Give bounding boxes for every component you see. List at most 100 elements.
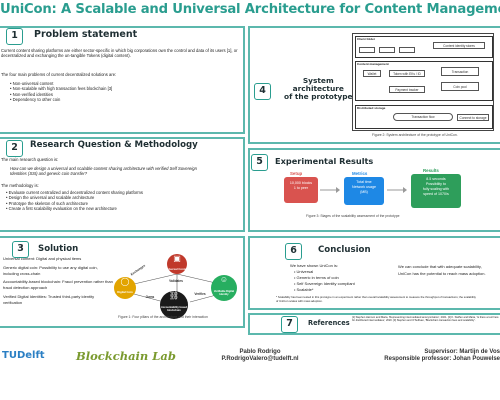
problem-item: Dependency to other coin bbox=[10, 97, 240, 102]
conclusion-right: We can conclude that with adequate scala… bbox=[398, 264, 486, 276]
figure3-caption: Figure 3: Stages of the scalability asse… bbox=[306, 214, 400, 218]
problem-item: Non-verified identities bbox=[10, 92, 240, 97]
results-line: fully scaling with bbox=[423, 187, 449, 191]
panel-solution bbox=[0, 236, 245, 328]
pillar-label: Accountability based blockchain bbox=[160, 306, 188, 312]
mini-box bbox=[359, 47, 375, 53]
references-text: [1] Stephen Harmon and Maria, 'Represent… bbox=[352, 316, 499, 323]
arrow-metrics-results bbox=[387, 187, 407, 193]
architecture-title-line: System bbox=[302, 76, 334, 85]
pillar-digital-coin: ◯ bbox=[114, 277, 136, 299]
panel-number-2: 2 bbox=[6, 140, 23, 157]
results-line: 8.5 seconds bbox=[426, 177, 446, 181]
client-folder-label: Client folder bbox=[357, 37, 376, 41]
problem-item: Non-scalable with high transaction fees … bbox=[10, 86, 240, 91]
panel-number-6: 6 bbox=[285, 243, 302, 260]
token-box: Token with EKs / ID bbox=[389, 70, 425, 77]
problem-subhead: The four main problems of current decent… bbox=[1, 72, 117, 77]
research-question: How can we design a universal and scalab… bbox=[10, 166, 197, 177]
cube-icon: ▣ bbox=[173, 254, 181, 263]
conclusion-intro: We have shown UniCon is: bbox=[290, 263, 338, 268]
professor-name: Responsible professor: Johan Pouwelse bbox=[384, 356, 500, 362]
pillar-universal-content: ▣ bbox=[167, 254, 187, 274]
content-identity-box: Content identity stores bbox=[433, 42, 485, 49]
solution-points: Universal content: Digital and physical … bbox=[3, 256, 113, 306]
panel-research-question bbox=[0, 137, 245, 232]
problem-intro: Current content sharing platforms are ei… bbox=[1, 48, 240, 59]
poster-title: UniCon: A Scalable and Universal Archite… bbox=[0, 2, 500, 17]
panel-title-architecture: System architecture of the prototype bbox=[284, 77, 353, 101]
metrics-line: Total time bbox=[356, 180, 372, 184]
pillar-label: Digital Coin bbox=[117, 290, 133, 294]
panel-number-5: 5 bbox=[251, 154, 268, 171]
tudelft-logo: TUDelft bbox=[2, 350, 45, 361]
author-name: Pablo Rodrigo bbox=[239, 349, 281, 355]
results-head: Results bbox=[423, 168, 439, 173]
setup-head: Setup bbox=[290, 171, 303, 176]
connect-storage-box: Connect to storage bbox=[457, 114, 489, 121]
results-line: speed of 1070/s bbox=[423, 192, 449, 196]
arrow-label-verifies: Verifies bbox=[194, 292, 206, 296]
panel-references bbox=[248, 313, 500, 335]
transaction-flow-box: Transaction flow bbox=[393, 113, 453, 121]
arrow-label-validates: Validates bbox=[169, 279, 183, 283]
panel-number-3: 3 bbox=[12, 241, 29, 258]
architecture-diagram: Client folder Content identity stores Co… bbox=[352, 33, 494, 131]
author-email: P.RodrigoValero@tudelft.nl bbox=[221, 356, 299, 362]
distributed-storage-label: Distributed storage bbox=[357, 106, 386, 110]
panel-title-problem: Problem statement bbox=[34, 29, 138, 40]
metrics-box: Total time Network usage (MB) bbox=[344, 177, 384, 205]
coin-icon: ◯ bbox=[120, 277, 130, 286]
mini-box bbox=[399, 47, 415, 53]
arrow-label-owns: Owns bbox=[145, 295, 155, 299]
panel-title-research: Research Question & Methodology bbox=[30, 140, 198, 150]
tudelft-logo-text: TUDelft bbox=[2, 350, 45, 361]
architecture-title-line: architecture bbox=[292, 84, 344, 93]
conclusion-item: Scalable* bbox=[294, 287, 380, 293]
setup-line: 10,000 blocks bbox=[289, 181, 313, 185]
method-label: The methodology is: bbox=[1, 183, 39, 188]
solution-point: Universal content: Digital and physical … bbox=[3, 256, 82, 261]
problem-list: Non-universal content Non-scalable with … bbox=[10, 81, 240, 103]
metrics-line: Network usage bbox=[352, 185, 376, 189]
arrow-setup-metrics bbox=[320, 187, 340, 193]
architecture-title-line: of the prototype bbox=[284, 92, 353, 101]
content-management-label: Content management bbox=[357, 62, 389, 66]
panel-number-7: 7 bbox=[281, 316, 298, 333]
panel-title-results: Experimental Results bbox=[275, 156, 374, 166]
panel-title-references: References bbox=[308, 319, 350, 327]
panel-problem-statement bbox=[0, 26, 245, 134]
pillar-label: Verifiable Digital Identity bbox=[213, 290, 235, 296]
panel-title-conclusion: Conclusion bbox=[318, 245, 371, 255]
blockchain-lab-logo: Blockchain Lab bbox=[76, 349, 176, 363]
method-step: Create a first scalability evaluation on… bbox=[6, 206, 241, 211]
pillar-label: Universal Content bbox=[165, 267, 189, 271]
payment-tracker-box: Payment tracker bbox=[389, 86, 425, 93]
conclusion-footnote: * Scalability has been tested in this pr… bbox=[276, 295, 476, 303]
metrics-line: (MB) bbox=[360, 190, 368, 194]
rq-label: The main research question is: bbox=[1, 157, 59, 162]
supervisor-name: Supervisor: Martijn de Vos bbox=[424, 349, 500, 355]
problem-item: Non-universal content bbox=[10, 81, 240, 86]
coin-pool-box: Coin pool bbox=[441, 82, 479, 91]
method-step: Design the universal and scalable archit… bbox=[6, 195, 241, 200]
figure1-caption: Figure 1: Four pillars of the architectu… bbox=[118, 315, 208, 319]
panel-number-4: 4 bbox=[254, 83, 271, 100]
mini-box bbox=[379, 47, 395, 53]
chain-icon: ⛓ bbox=[168, 291, 180, 300]
results-box: 8.5 seconds Possibility to fully scaling… bbox=[411, 174, 461, 208]
problem-intro-text: Current content sharing platforms are ei… bbox=[1, 48, 238, 59]
author-block: Pablo Rodrigo P.RodrigoValero@tudelft.nl bbox=[190, 349, 330, 363]
solution-point: Verified Digital Identities: Trusted thi… bbox=[3, 293, 95, 305]
supervisor-block: Supervisor: Martijn de Vos Responsible p… bbox=[356, 349, 500, 363]
panel-number-1: 1 bbox=[6, 28, 23, 45]
figure2-caption: Figure 2: System architecture of the pro… bbox=[372, 133, 458, 137]
wallet-box: Wallet bbox=[363, 70, 381, 77]
pillar-digital-identity: ☺ bbox=[211, 275, 237, 301]
transaction-box: Transaction bbox=[441, 67, 479, 76]
metrics-head: Metrics bbox=[352, 171, 368, 176]
solution-point: Accountability-based blockchain: Fraud p… bbox=[3, 279, 113, 291]
pillar-accountability-blockchain: ⛓ bbox=[160, 291, 188, 319]
method-step: Evaluate current centralized and decentr… bbox=[6, 190, 241, 195]
method-step: Prototype the skeleton of such architect… bbox=[6, 201, 241, 206]
